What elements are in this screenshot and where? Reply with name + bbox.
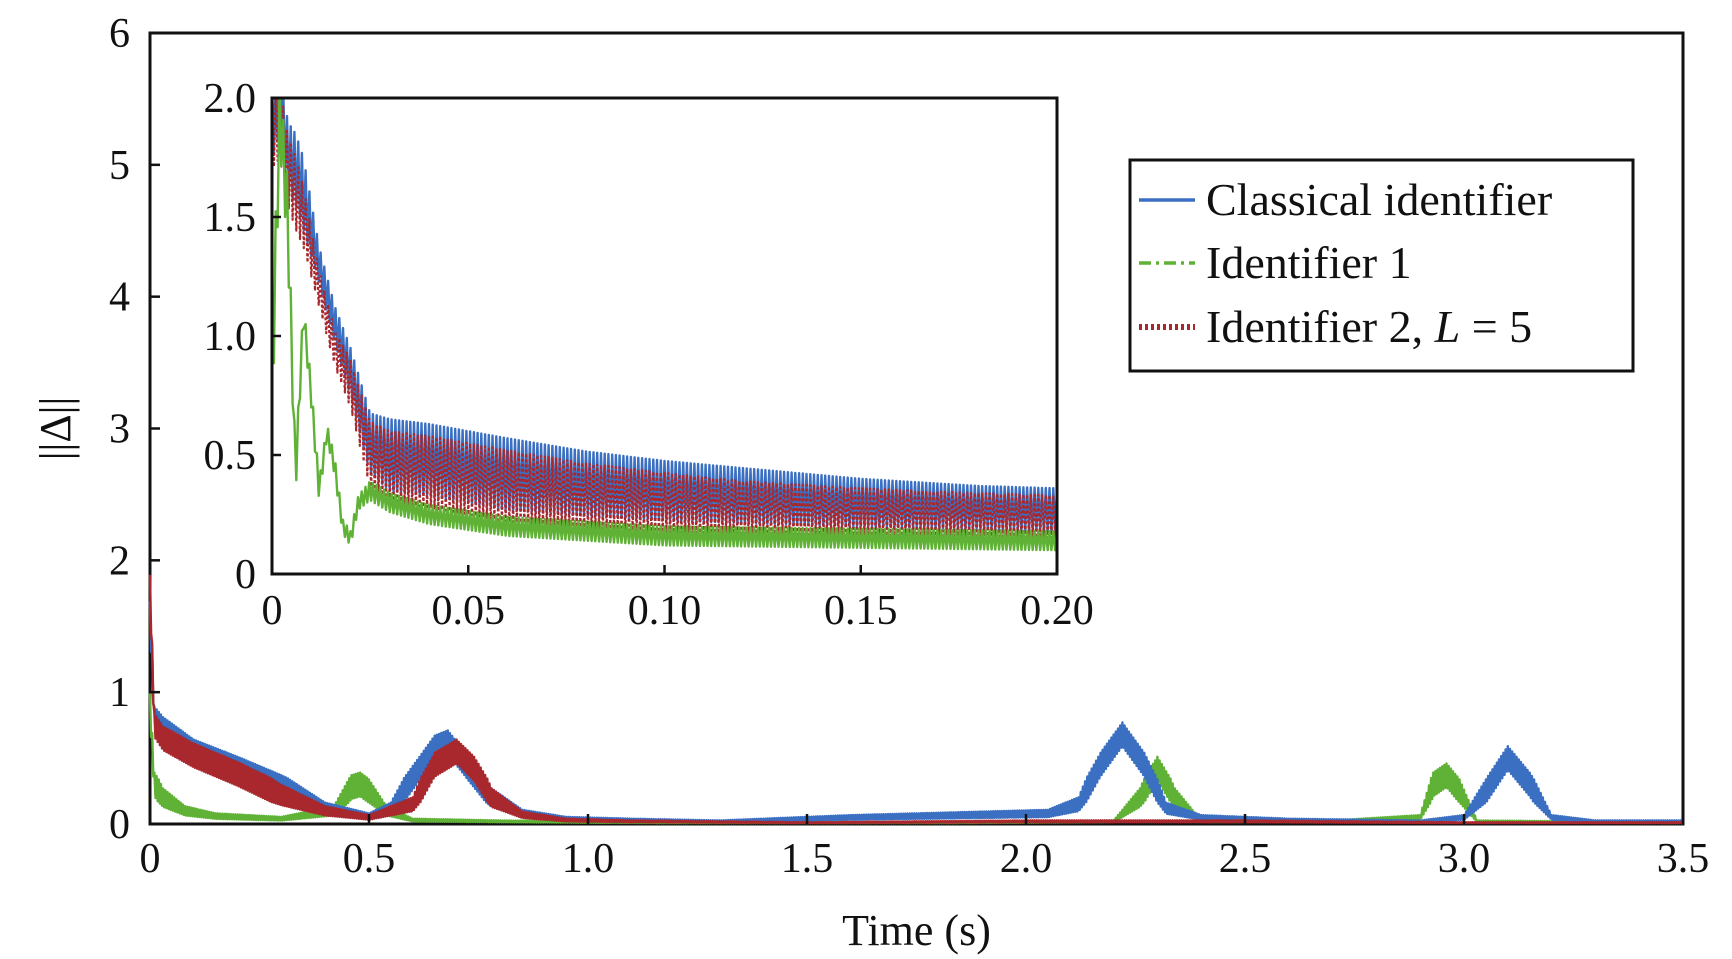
inset-y-tick-label: 1.5 [204,195,257,241]
main-x-tick-label: 2.0 [1000,836,1053,882]
main-x-tick-label: 3.5 [1657,836,1710,882]
main-y-tick-label: 4 [109,275,130,321]
inset-x-tick-label: 0.15 [824,588,898,634]
inset-series-group [272,98,1057,552]
main-series-identifier-1 [148,693,1684,825]
y-axis-label: ||Δ|| [31,397,80,461]
main-y-tick-label: 3 [109,407,130,453]
inset-x-tick-label: 0.05 [432,588,506,634]
main-x-tick-label: 3.0 [1438,836,1491,882]
main-y-tick-label: 6 [109,11,130,57]
main-series-identifier-2-l-5 [148,574,1684,825]
inset-y-tick-label: 2.0 [204,76,257,122]
inset-x-tick-label: 0.20 [1020,588,1094,634]
inset-y-tick-label: 0.5 [204,433,257,479]
main-x-tick-label: 0 [140,836,161,882]
main-y-tick-label: 5 [109,143,130,189]
inset-series-identifier-2-l-5 [272,98,1057,540]
inset-x-tick-label: 0.10 [628,588,702,634]
inset-series-identifier-1 [272,98,1057,552]
main-x-tick-label: 2.5 [1219,836,1272,882]
legend-box [1128,158,1635,373]
main-y-tick-label: 0 [109,802,130,848]
main-y-tick-label: 2 [109,538,130,584]
main-x-tick-label: 1.5 [781,836,834,882]
main-series-group [148,574,1685,825]
main-x-tick-label: 0.5 [343,836,396,882]
inset-x-tick-label: 0 [262,588,283,634]
legend-label-1: Classical identifier [1206,174,1552,225]
inset-y-tick-label: 1.0 [204,314,257,360]
inset-series-classical-identifier [272,98,1057,533]
legend-label-3: Identifier 2, L = 5 [1206,301,1532,352]
main-y-tick-label: 1 [109,670,130,716]
legend-label-2: Identifier 1 [1206,237,1412,288]
legend: Classical identifier Identifier 1 Identifi… [1128,158,1635,373]
inset-y-tick-label: 0 [235,552,256,598]
x-axis-label: Time (s) [842,906,991,955]
inset-plot: 0 0.05 0.10 0.15 0.20 0 0.5 1.0 1.5 2.0 [204,76,1094,634]
main-x-tick-label: 1.0 [562,836,615,882]
main-plot: 0 0.5 1.0 1.5 2.0 2.5 3.0 3.5 0 1 2 3 4 5 6 Time (s) ||Δ… [31,11,1709,955]
